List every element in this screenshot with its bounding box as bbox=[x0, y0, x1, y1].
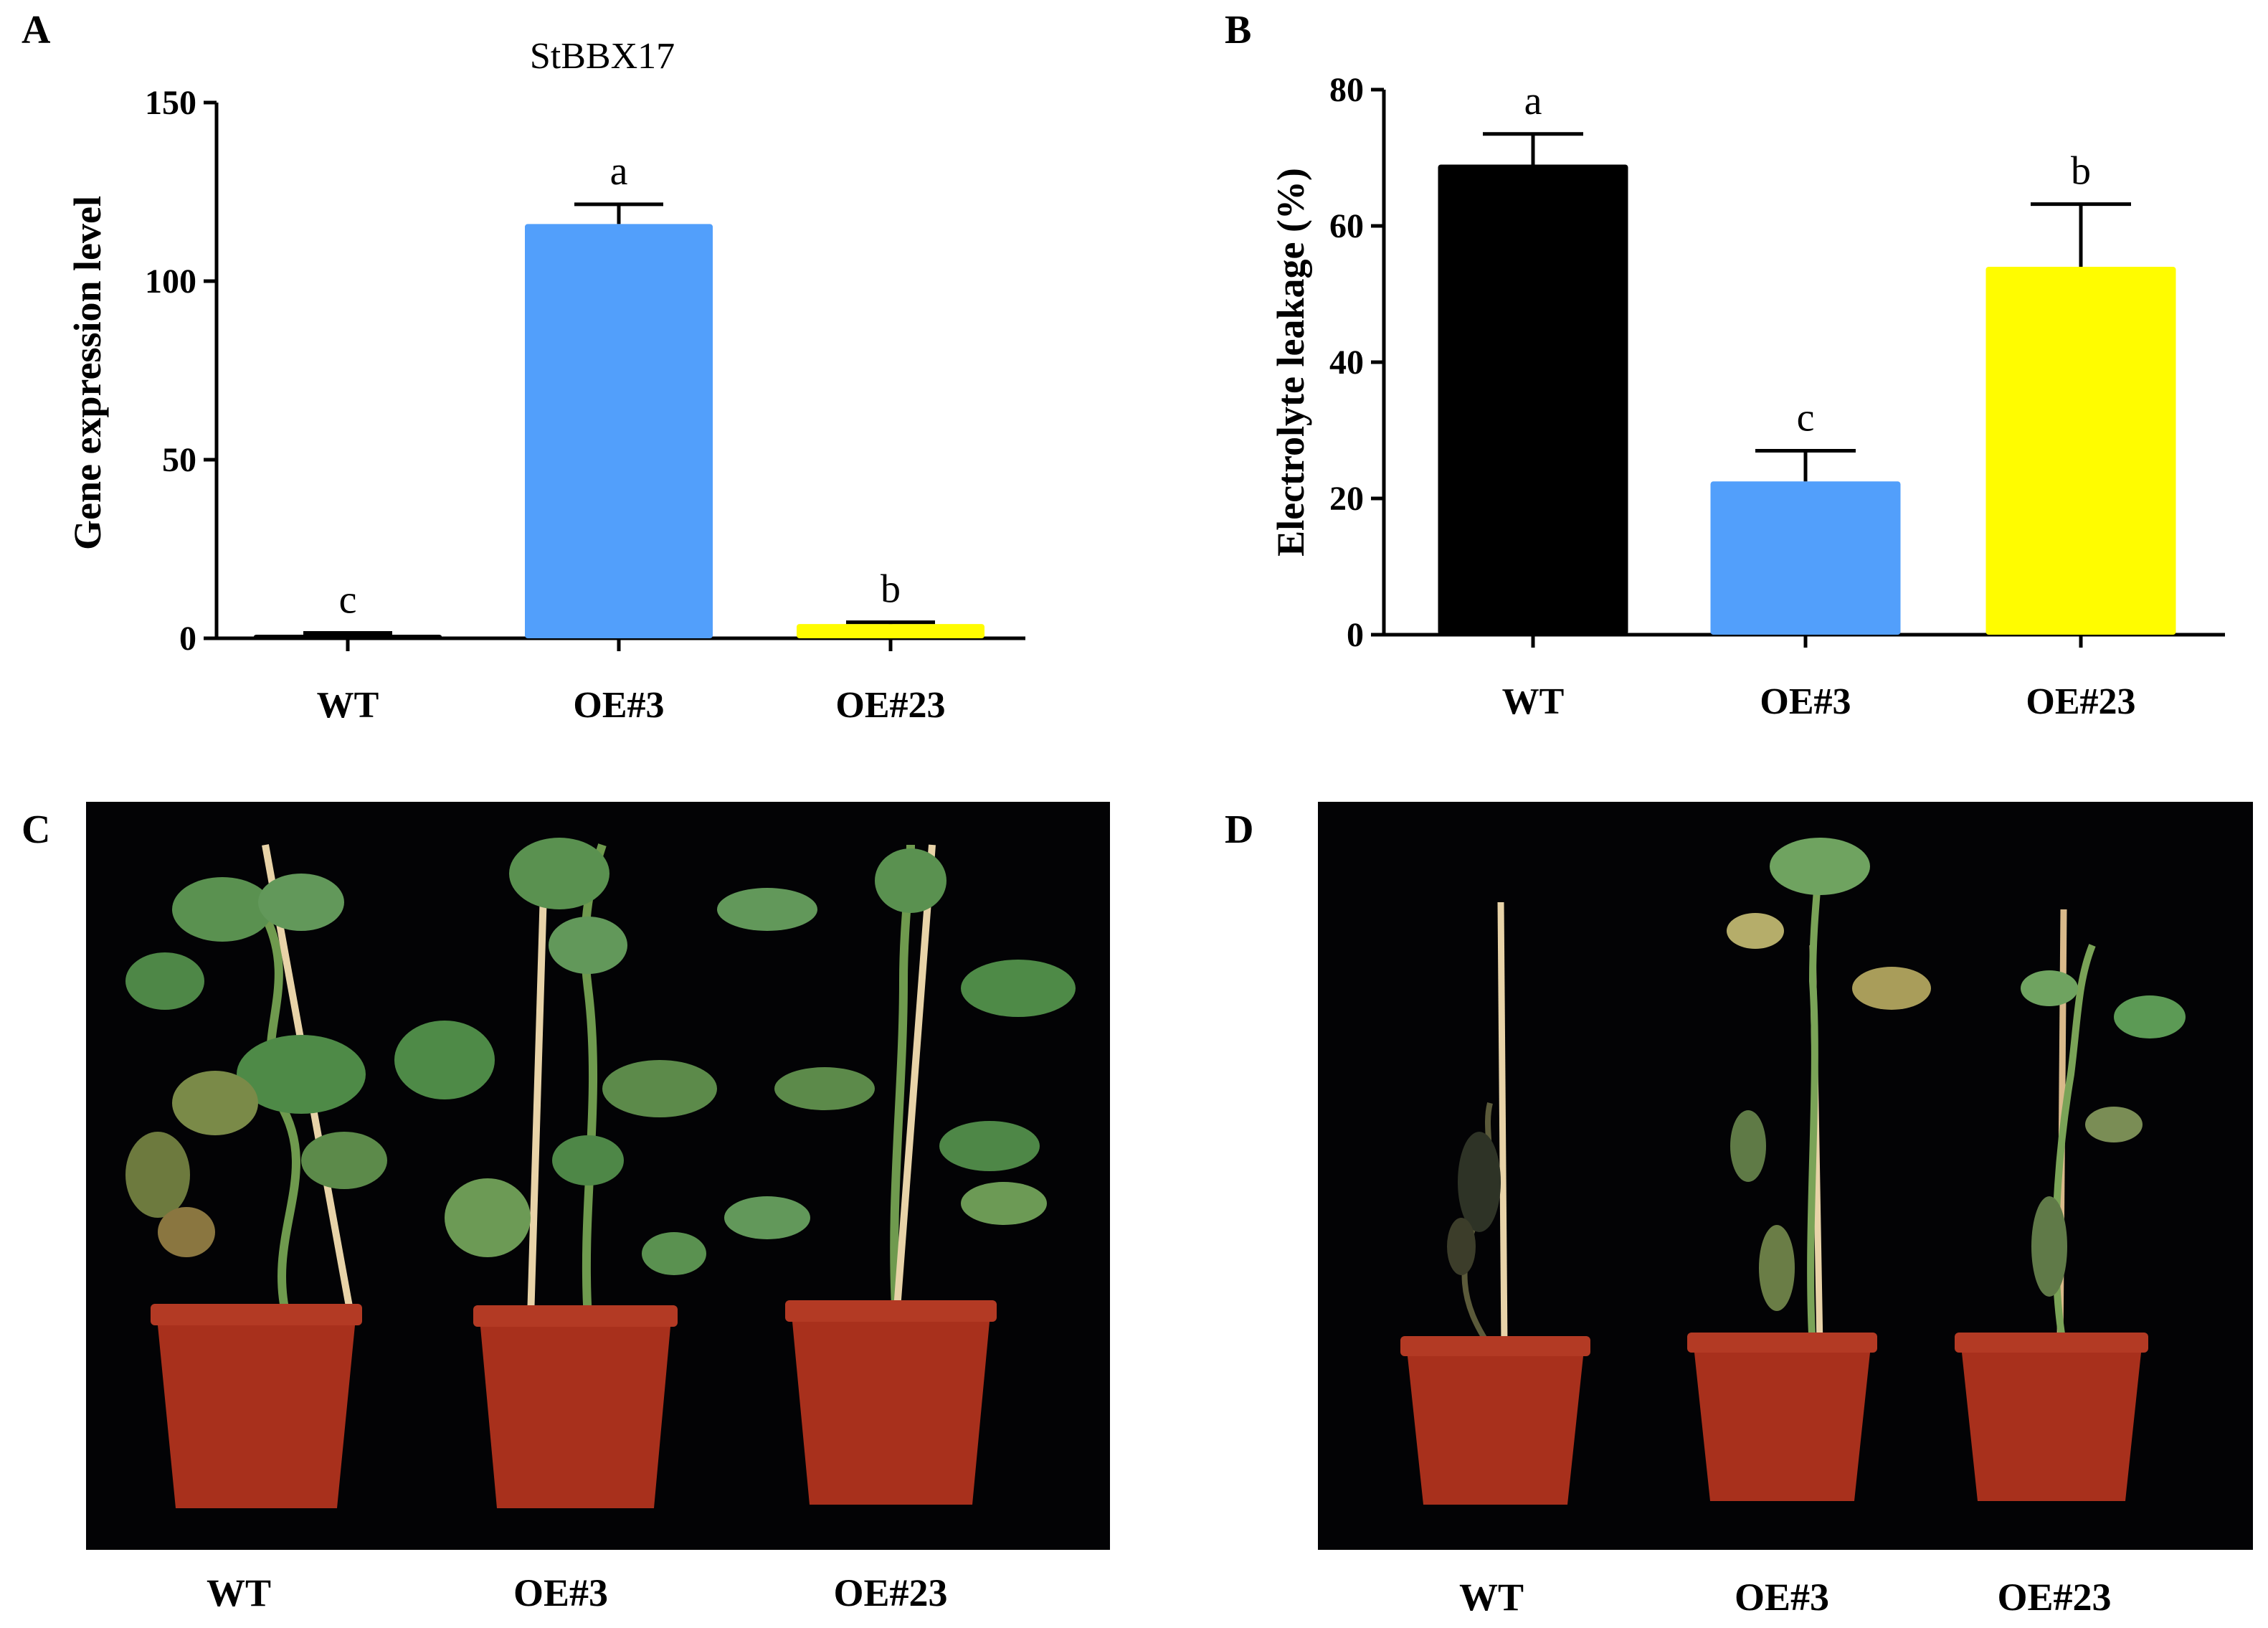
chart-b-y-tick-label: 40 bbox=[1329, 344, 1364, 382]
chart-b-bar bbox=[1985, 267, 2176, 635]
caption-d-wt: WT bbox=[1458, 1576, 1524, 1619]
caption-c-oe23: OE#23 bbox=[833, 1571, 948, 1614]
chart-b-significance-label: b bbox=[2071, 149, 2091, 194]
pot-oe3-c bbox=[473, 1305, 678, 1508]
chart-a-bar bbox=[525, 224, 713, 638]
panel-letter-d: D bbox=[1225, 808, 1254, 852]
plant-wt-c bbox=[125, 844, 387, 1320]
caption-c-wt: WT bbox=[206, 1571, 272, 1614]
chart-a-category-label: WT bbox=[317, 685, 379, 726]
chart-a-category-label: OE#3 bbox=[573, 685, 664, 726]
chart-b-y-tick-label: 0 bbox=[1347, 616, 1364, 654]
chart-b-significance-label: c bbox=[1797, 396, 1815, 440]
chart-a-title: StBBX17 bbox=[530, 36, 675, 77]
pot-wt-c bbox=[151, 1304, 362, 1508]
chart-a-bar bbox=[254, 635, 442, 638]
panel-letter-a: A bbox=[22, 8, 51, 52]
chart-b-category-label: OE#3 bbox=[1760, 681, 1851, 722]
plant-oe3-c bbox=[394, 838, 717, 1319]
chart-a-significance-label: c bbox=[339, 578, 357, 623]
photo-d-plants bbox=[1400, 838, 2186, 1505]
pot-oe3-d bbox=[1687, 1333, 1877, 1501]
chart-a-y-axis-title: Gene expression level bbox=[66, 196, 109, 550]
chart-b-category-label: WT bbox=[1502, 681, 1565, 722]
pot-oe23-c bbox=[785, 1300, 997, 1505]
chart-b-significance-label: a bbox=[1524, 79, 1542, 123]
chart-b-bar bbox=[1710, 481, 1901, 635]
chart-b-y-tick-label: 20 bbox=[1329, 480, 1364, 518]
photo-c-plants bbox=[125, 838, 1076, 1508]
pot-oe23-d bbox=[1955, 1333, 2148, 1501]
chart-a-y-tick-label: 150 bbox=[145, 84, 196, 122]
photo-panel-d bbox=[1318, 802, 2253, 1550]
photo-panel-c bbox=[86, 802, 1110, 1550]
chart-b-category-label: OE#23 bbox=[2026, 681, 2135, 722]
chart-a-y-tick-label: 50 bbox=[162, 441, 196, 479]
chart-a-bar bbox=[797, 624, 984, 638]
plant-oe3-d bbox=[1727, 838, 1931, 1348]
chart-a-significance-label: b bbox=[881, 567, 901, 612]
panel-letter-c: C bbox=[22, 808, 51, 852]
chart-a-y-tick-label: 100 bbox=[145, 262, 196, 300]
plant-oe23-c bbox=[717, 844, 1076, 1319]
chart-b-y-tick-label: 60 bbox=[1329, 207, 1364, 245]
chart-a-y-tick-label: 0 bbox=[179, 620, 196, 658]
chart-a-category-label: OE#23 bbox=[835, 685, 945, 726]
caption-c-oe3: OE#3 bbox=[513, 1571, 609, 1614]
plant-wt-d bbox=[1447, 901, 1508, 1349]
chart-a-significance-label: a bbox=[610, 149, 628, 194]
caption-d-oe23: OE#23 bbox=[1997, 1576, 2112, 1619]
caption-d-oe3: OE#3 bbox=[1734, 1576, 1830, 1619]
plant-oe23-d bbox=[2021, 909, 2186, 1348]
chart-b-y-axis-title: Electrolyte leakage (%) bbox=[1269, 168, 1312, 557]
chart-b-bar bbox=[1438, 164, 1628, 635]
pot-wt-d bbox=[1400, 1336, 1590, 1505]
panel-letter-b: B bbox=[1225, 8, 1252, 52]
chart-b-y-tick-label: 80 bbox=[1329, 71, 1364, 109]
